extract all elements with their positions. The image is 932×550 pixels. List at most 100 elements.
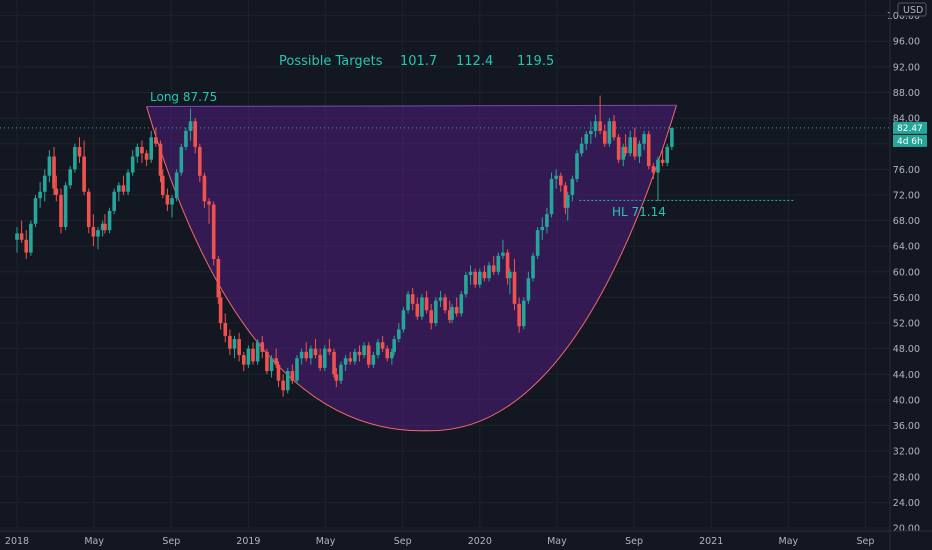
candle-down bbox=[274, 358, 278, 365]
candle-down bbox=[82, 156, 86, 192]
candle-up bbox=[459, 294, 464, 314]
candle-up bbox=[501, 252, 505, 256]
candles bbox=[15, 95, 674, 397]
candle-down bbox=[443, 297, 447, 311]
candle-down bbox=[334, 374, 339, 381]
y-tick-label: 24.00 bbox=[893, 498, 920, 509]
candle-down bbox=[517, 303, 521, 327]
y-tick-label: 88.00 bbox=[893, 88, 920, 99]
y-tick-label: 60.00 bbox=[893, 267, 920, 278]
x-tick-label: May bbox=[316, 536, 336, 547]
candle-down bbox=[290, 371, 295, 381]
candle-down bbox=[366, 345, 371, 365]
candle-up bbox=[531, 255, 535, 279]
candle-up bbox=[73, 146, 77, 170]
y-tick-label: 36.00 bbox=[893, 421, 920, 432]
candle-up bbox=[107, 210, 112, 231]
candle-down bbox=[237, 339, 241, 356]
candle-down bbox=[216, 258, 221, 298]
candle-down bbox=[193, 121, 197, 147]
candle-down bbox=[623, 146, 628, 154]
price-levels bbox=[0, 127, 890, 202]
candle-down bbox=[228, 335, 232, 349]
candle-up bbox=[621, 146, 626, 160]
candle-up bbox=[628, 137, 633, 154]
candle-down bbox=[144, 153, 149, 160]
candle-down bbox=[505, 252, 510, 279]
candle-up bbox=[665, 146, 670, 163]
candle-down bbox=[165, 194, 170, 205]
y-tick-label: 96.00 bbox=[893, 37, 920, 48]
candle-up bbox=[438, 297, 443, 301]
candle-down bbox=[318, 355, 322, 368]
candle-up bbox=[309, 348, 313, 359]
candle-up bbox=[15, 233, 19, 240]
x-tick-label: Sep bbox=[857, 536, 875, 547]
y-tick-label: 84.00 bbox=[893, 114, 920, 125]
candle-down bbox=[651, 166, 656, 173]
candle-up bbox=[450, 307, 454, 320]
candle-up bbox=[42, 175, 47, 192]
targets-annotation: Possible Targets 101.7 112.4 119.5 bbox=[279, 54, 554, 69]
currency-badge[interactable]: USD bbox=[897, 2, 927, 17]
candle-down bbox=[660, 159, 665, 163]
candle-up bbox=[117, 185, 121, 192]
candle-up bbox=[589, 130, 593, 135]
candle-down bbox=[491, 265, 496, 272]
candle-up bbox=[508, 271, 512, 279]
target-2: 112.4 bbox=[456, 54, 493, 69]
candle-up bbox=[565, 194, 570, 208]
y-tick-label: 64.00 bbox=[893, 242, 920, 253]
x-tick-label: Sep bbox=[394, 536, 412, 547]
candle-up bbox=[38, 191, 42, 199]
candle-up bbox=[232, 339, 237, 349]
candle-up bbox=[397, 329, 401, 340]
hl-label: HL 71.14 bbox=[612, 205, 666, 219]
candle-up bbox=[339, 364, 343, 381]
candle-up bbox=[179, 146, 184, 173]
candle-up bbox=[637, 143, 642, 157]
candle-down bbox=[482, 271, 487, 279]
candle-up bbox=[496, 255, 501, 272]
candle-up bbox=[554, 175, 558, 179]
candle-up bbox=[47, 156, 52, 176]
candle-down bbox=[602, 130, 607, 144]
target-1: 101.7 bbox=[400, 54, 437, 69]
candle-up bbox=[607, 121, 612, 144]
y-tick-label: 48.00 bbox=[893, 344, 920, 355]
candle-up bbox=[670, 127, 674, 147]
candle-down bbox=[265, 351, 269, 372]
candle-up bbox=[174, 172, 179, 199]
candle-up bbox=[299, 351, 304, 359]
candle-up bbox=[371, 355, 376, 365]
candle-down bbox=[348, 358, 353, 362]
candle-up bbox=[285, 371, 290, 391]
x-tick-label: 2019 bbox=[236, 536, 260, 547]
candle-up bbox=[468, 271, 473, 276]
candle-down bbox=[103, 223, 107, 231]
candle-up bbox=[188, 121, 193, 131]
candle-up bbox=[478, 271, 482, 285]
candle-down bbox=[54, 188, 59, 195]
candle-down bbox=[313, 348, 318, 356]
candle-down bbox=[158, 143, 163, 176]
candle-up bbox=[255, 342, 260, 362]
y-tick-label: 40.00 bbox=[893, 395, 920, 406]
candle-down bbox=[357, 351, 362, 356]
candle-up bbox=[579, 143, 584, 154]
candle-down bbox=[281, 380, 285, 391]
price-axis[interactable]: 20.00 24.00 28.00 32.00 36.00 40.00 44.00 48.00… bbox=[887, 0, 920, 550]
candle-up bbox=[434, 300, 438, 324]
x-tick-label: 2021 bbox=[699, 536, 723, 547]
candle-up bbox=[135, 146, 140, 157]
candle-down bbox=[59, 194, 63, 227]
candle-up bbox=[464, 275, 468, 295]
cup-fill bbox=[146, 105, 677, 431]
candle-up bbox=[570, 178, 575, 195]
time-axis[interactable]: 2018 May Sep 2019 May Sep 2020 May Sep 2021 May Sep bbox=[0, 530, 932, 547]
candle-down bbox=[563, 185, 568, 208]
y-tick-label: 32.00 bbox=[893, 447, 920, 458]
candle-up bbox=[149, 137, 154, 160]
candle-down bbox=[198, 146, 202, 176]
